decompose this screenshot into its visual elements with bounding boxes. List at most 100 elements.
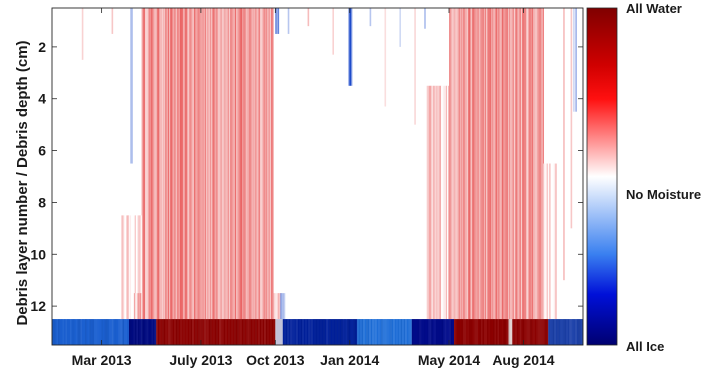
bottom-layer-cell [317, 319, 319, 345]
moisture-streak [210, 8, 213, 320]
moisture-streak [469, 8, 471, 320]
moisture-streak [162, 8, 165, 320]
bottom-layer-cell [134, 319, 137, 345]
moisture-streak [486, 8, 488, 320]
bottom-layer-cell [357, 319, 359, 345]
moisture-streak [467, 8, 469, 320]
bottom-layer-cell [273, 319, 275, 345]
bottom-layer-cell [190, 319, 193, 345]
moisture-streak [504, 8, 506, 320]
bottom-layer-cell [381, 319, 383, 345]
moisture-streak [132, 215, 134, 320]
bottom-layer-cell [485, 319, 488, 345]
bottom-layer-cell [519, 319, 522, 345]
moisture-streak [268, 8, 270, 320]
bottom-layer-cell [569, 319, 571, 345]
moisture-streak [200, 8, 202, 320]
bottom-layer-cell [384, 319, 386, 345]
bottom-layer-cell [393, 319, 395, 345]
bottom-layer-cell [542, 319, 544, 345]
bottom-layer-cell [527, 319, 529, 345]
bottom-layer-cell [211, 319, 214, 345]
moisture-streak [237, 8, 239, 320]
moisture-streak [128, 215, 131, 320]
bottom-layer-cell [160, 319, 163, 345]
moisture-streak [548, 163, 550, 320]
bottom-layer-cell [243, 319, 245, 345]
moisture-streak [126, 215, 128, 320]
moisture-streak [216, 8, 219, 320]
colorbar-gradient [586, 7, 618, 346]
bottom-layer-cell [373, 319, 376, 345]
moisture-streak [171, 8, 173, 320]
bottom-layer-cell [494, 319, 497, 345]
moisture-streak [121, 215, 123, 320]
moisture-streak [450, 8, 452, 320]
moisture-streak [226, 8, 228, 320]
moisture-streak [348, 8, 350, 86]
moisture-streak [463, 8, 465, 320]
moisture-streak [474, 8, 476, 320]
moisture-streak [430, 85, 432, 320]
bottom-layer-cell [247, 319, 250, 345]
moisture-band-ice [280, 293, 286, 320]
bottom-layer-cell [385, 319, 388, 345]
bottom-layer-cell [497, 319, 500, 345]
bottom-layer-cell [364, 319, 367, 345]
moisture-streak [509, 8, 511, 320]
moisture-streak [574, 8, 576, 112]
moisture-streak [196, 8, 198, 320]
moisture-streak [447, 85, 449, 320]
moisture-band-water [133, 293, 143, 320]
moisture-streak [473, 8, 475, 320]
bottom-layer-cell [302, 319, 304, 345]
bottom-layer-cell [291, 319, 294, 345]
moisture-streak [503, 8, 505, 320]
moisture-streak [155, 8, 158, 320]
bottom-layer-cell [339, 319, 342, 345]
bottom-layer-cell [97, 319, 99, 345]
bottom-layer-cell [518, 319, 520, 345]
bottom-layer-cell [140, 319, 143, 345]
bottom-layer-cell [561, 319, 564, 345]
bottom-layer-cell [479, 319, 482, 345]
moisture-streak [202, 8, 204, 320]
bottom-layer-cell [506, 319, 509, 345]
moisture-streak [269, 8, 272, 320]
moisture-streak [494, 8, 497, 320]
moisture-streak [531, 8, 534, 320]
bottom-layer-cell [581, 319, 583, 345]
bottom-layer-cell [250, 319, 253, 345]
moisture-streak [239, 8, 242, 320]
moisture-streak [111, 8, 114, 34]
y-tick-label: 8 [38, 194, 46, 210]
bottom-layer-cell [282, 319, 285, 345]
bottom-layer-cell [563, 319, 565, 345]
bottom-layer-cell [396, 319, 398, 345]
bottom-layer-cell [180, 319, 182, 345]
bottom-layer-cell [549, 319, 552, 345]
x-tick-label: Mar 2013 [72, 352, 132, 368]
bottom-layer-cell [508, 319, 511, 345]
bottom-layer-cell [491, 319, 494, 345]
bottom-layer-cell [345, 319, 348, 345]
bottom-layer-cell [470, 319, 473, 345]
moisture-streak [528, 8, 530, 320]
moisture-streak [195, 8, 197, 320]
moisture-streak [189, 8, 191, 320]
bottom-layer-cell [464, 319, 467, 345]
bottom-layer-cell [498, 319, 501, 345]
bottom-layer-cell [320, 319, 322, 345]
moisture-streak [186, 8, 189, 320]
bottom-layer-cell [237, 319, 239, 345]
bottom-layer-cell [429, 319, 432, 345]
bottom-layer-cell [521, 319, 523, 345]
bottom-layer-cell [434, 319, 436, 345]
moisture-streak [436, 85, 438, 320]
bottom-layer-cell [64, 319, 66, 345]
moisture-streak [228, 8, 231, 320]
moisture-streak [445, 85, 448, 320]
bottom-layer-cell [312, 319, 315, 345]
moisture-streak [546, 163, 549, 320]
bottom-layer-cell [240, 319, 242, 345]
